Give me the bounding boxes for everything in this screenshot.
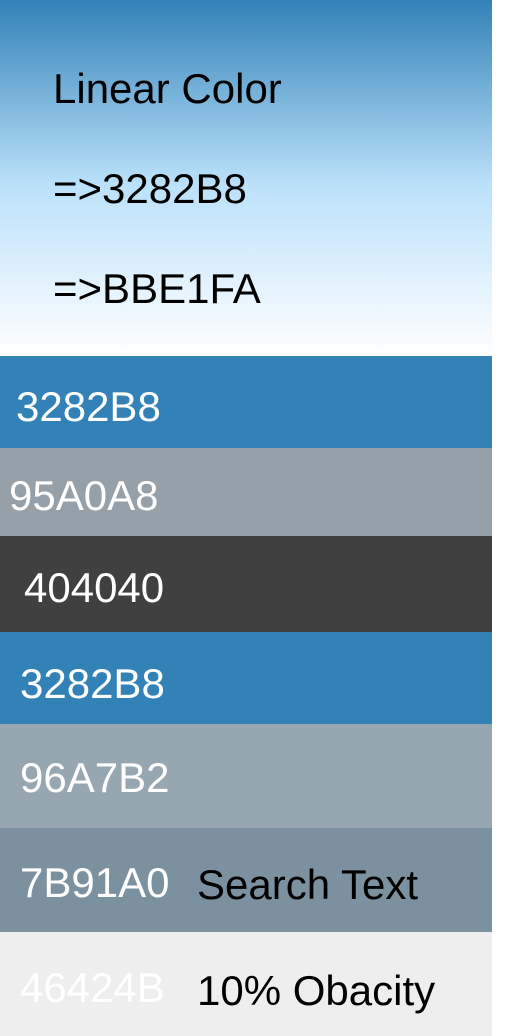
search-text-sample: Search Text bbox=[197, 861, 419, 908]
swatch-label: 7B91A0 bbox=[20, 859, 170, 906]
swatch-label: 95A0A8 bbox=[9, 472, 159, 519]
swatch-label: 3282B8 bbox=[20, 660, 165, 707]
color-swatch-3282b8-second: 3282B8 bbox=[0, 632, 492, 724]
gradient-to-label: =>BBE1FA bbox=[53, 265, 261, 312]
swatch-label: 404040 bbox=[24, 564, 165, 611]
gradient-from-label: =>3282B8 bbox=[53, 165, 247, 212]
color-swatch-46424b-10-opacity: 46424B 10% Obacity bbox=[0, 932, 492, 1036]
swatch-label: 46424B bbox=[20, 964, 165, 1011]
swatch-label: 96A7B2 bbox=[20, 754, 170, 801]
color-swatch-95a0a8: 95A0A8 bbox=[0, 448, 492, 536]
gradient-title: Linear Color bbox=[53, 65, 282, 112]
opacity-text-sample: 10% Obacity bbox=[197, 967, 436, 1014]
linear-gradient-panel: Linear Color =>3282B8 =>BBE1FA bbox=[0, 0, 492, 356]
color-swatch-404040: 404040 bbox=[0, 536, 492, 632]
color-swatch-7b91a0: 7B91A0 Search Text bbox=[0, 828, 492, 932]
swatch-label: 3282B8 bbox=[16, 383, 161, 430]
color-swatch-96a7b2: 96A7B2 bbox=[0, 724, 492, 828]
color-swatch-3282b8: 3282B8 bbox=[0, 356, 492, 448]
